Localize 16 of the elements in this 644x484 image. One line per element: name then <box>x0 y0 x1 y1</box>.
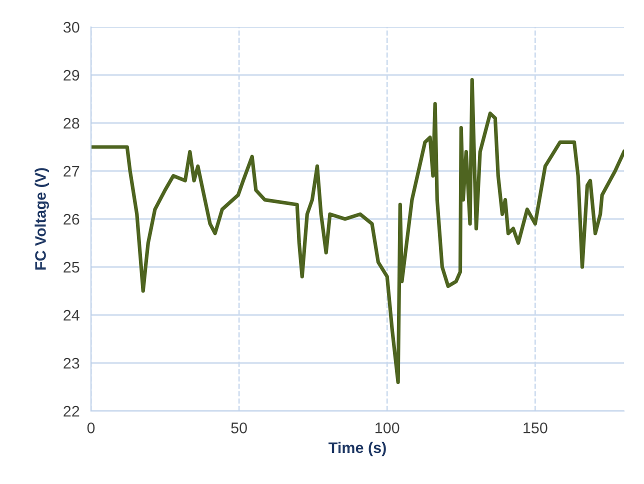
y-tick-label: 25 <box>64 262 80 273</box>
line-series <box>91 78 624 384</box>
x-tick-label: 0 <box>87 422 95 434</box>
y-tick-label: 24 <box>64 310 80 321</box>
x-axis-title: Time (s) <box>328 442 386 456</box>
y-tick-label: 30 <box>63 22 80 33</box>
x-tick-label: 150 <box>524 422 548 434</box>
x-tick-label: 50 <box>231 422 247 434</box>
y-tick-label: 26 <box>64 214 80 225</box>
y-tick-label: 28 <box>64 118 80 129</box>
y-tick-label: 23 <box>64 358 80 369</box>
y-tick-label: 29 <box>64 70 80 81</box>
y-axis-title: FC Voltage (V) <box>34 168 50 270</box>
x-tick-label: 100 <box>376 422 400 434</box>
y-tick-label: 27 <box>64 166 80 177</box>
y-tick-label: 22 <box>64 406 80 417</box>
